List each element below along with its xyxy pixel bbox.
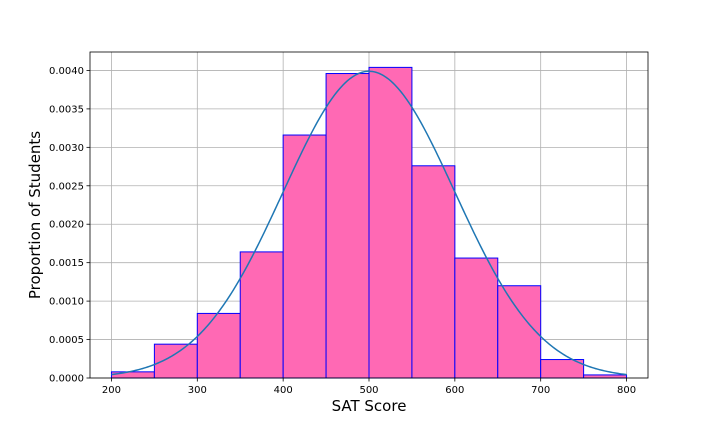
histogram-bar <box>282 134 327 379</box>
x-axis-ticks: 200 300 400 500 600 700 800 <box>102 378 636 396</box>
y-tick-label: 0.0030 <box>49 143 84 154</box>
x-tick-label: 400 <box>274 385 293 396</box>
x-axis-title: SAT Score <box>332 397 407 415</box>
histogram-bar <box>110 371 155 379</box>
x-tick-label: 800 <box>617 385 636 396</box>
y-tick-label: 0.0025 <box>49 181 84 192</box>
histogram-bar <box>497 285 542 379</box>
y-tick-label: 0.0010 <box>49 297 84 308</box>
histogram-bar <box>239 251 284 379</box>
density-curve <box>111 70 627 376</box>
x-tick-label: 600 <box>445 385 464 396</box>
y-tick-label: 0.0020 <box>49 220 84 231</box>
x-tick-label: 300 <box>188 385 207 396</box>
histogram-bar <box>325 73 370 379</box>
histogram-bar <box>411 165 456 379</box>
x-tick-label: 200 <box>102 385 121 396</box>
y-tick-label: 0.0040 <box>49 66 84 77</box>
y-tick-label: 0.0015 <box>49 258 84 269</box>
y-axis-title: Proportion of Students <box>26 131 44 299</box>
y-axis-ticks: 0.0000 0.0005 0.0010 0.0015 0.0020 0.0025 0.00… <box>49 66 90 385</box>
y-tick-label: 0.0000 <box>49 374 84 385</box>
y-tick-label: 0.0035 <box>49 104 84 115</box>
density-curve-group <box>111 70 627 376</box>
x-tick-label: 700 <box>531 385 550 396</box>
histogram-bar <box>368 66 413 379</box>
histogram-bar <box>454 257 499 379</box>
histogram-bar <box>196 312 241 379</box>
y-tick-label: 0.0005 <box>49 335 84 346</box>
histogram-bar <box>583 374 628 379</box>
histogram-bars <box>110 66 628 379</box>
x-tick-label: 500 <box>359 385 378 396</box>
